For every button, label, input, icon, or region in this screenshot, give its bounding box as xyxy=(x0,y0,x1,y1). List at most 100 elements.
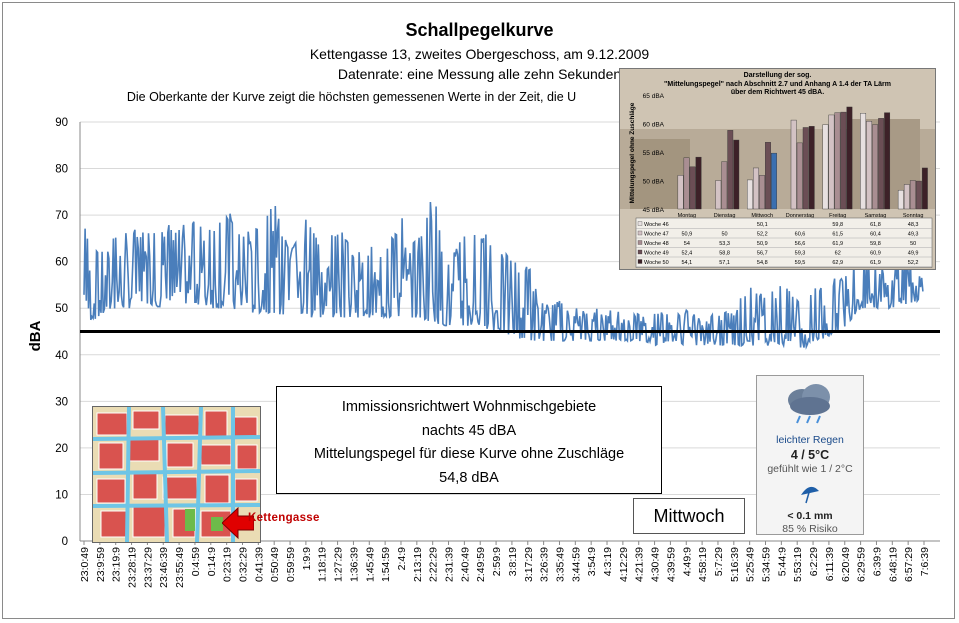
inset-bar xyxy=(790,119,797,210)
inset-legend-swatch xyxy=(637,259,643,264)
x-tick-label: 4:12:29 xyxy=(618,547,630,582)
x-tick-label: 6:57:29 xyxy=(903,547,915,582)
inset-bar xyxy=(921,167,928,210)
inset-bar xyxy=(915,180,922,210)
umbrella-icon xyxy=(801,486,819,504)
x-tick-label: 4:49:9 xyxy=(681,547,693,576)
x-tick-label: 5:44:9 xyxy=(776,547,788,576)
x-tick-label: 7:6:39 xyxy=(919,547,931,576)
inset-cell-value: 59,8 xyxy=(870,241,881,247)
inset-cell-value: 54 xyxy=(684,241,690,247)
x-tick-label: 1:36:39 xyxy=(348,547,360,582)
inset-bar xyxy=(733,139,740,210)
x-tick-label: 2:13:19 xyxy=(412,547,424,582)
info-box: Immissionsrichtwert Wohnmischgebiete nac… xyxy=(276,386,662,494)
inset-cell-value: 58,8 xyxy=(719,251,730,257)
inset-bar xyxy=(802,127,809,210)
inset-bar xyxy=(721,161,728,210)
inset-cell-value: 50,1 xyxy=(757,222,768,228)
x-tick-label: 1:27:29 xyxy=(333,547,345,582)
x-tick-label: 1:54:59 xyxy=(380,547,392,582)
x-tick-label: 1:45:49 xyxy=(364,547,376,582)
inset-day-label: Donnerstag xyxy=(786,213,814,219)
x-tick-label: 6:48:19 xyxy=(887,547,899,582)
x-tick-label: 5:7:29 xyxy=(713,547,725,576)
x-tick-label: 4:3:19 xyxy=(602,547,614,576)
x-tick-label: 1:18:19 xyxy=(317,547,329,582)
x-tick-label: 5:34:59 xyxy=(761,547,773,582)
x-tick-label: 23:0:49 xyxy=(79,547,91,582)
x-tick-label: 6:11:39 xyxy=(824,547,836,581)
inset-bar xyxy=(759,175,765,210)
inset-cell-value: 52,4 xyxy=(681,251,692,257)
x-tick-label: 23:9:59 xyxy=(95,547,107,582)
x-tick-label: 4:39:59 xyxy=(665,547,677,582)
inset-cell-value: 61,8 xyxy=(870,222,881,228)
x-tick-label: 2:40:49 xyxy=(459,547,471,582)
rain-cloud-icon xyxy=(788,384,830,424)
inset-cell-value: 59,3 xyxy=(795,251,806,257)
inset-cell-value: 50,9 xyxy=(681,232,692,238)
chart-note: Die Oberkante der Kurve zeigt die höchst… xyxy=(126,90,577,104)
inset-cell-value: 50,9 xyxy=(757,241,768,247)
inset-day-label: Sonntag xyxy=(903,213,924,219)
y-tick-label: 30 xyxy=(55,396,68,408)
inset-title-line-3: über dem Richtwert 45 dBA. xyxy=(730,89,825,96)
x-tick-label: 23:55:49 xyxy=(174,547,186,588)
x-tick-label: 4:58:19 xyxy=(697,547,709,582)
weather-rain-risk: 85 % Risiko xyxy=(782,523,838,535)
inset-cell-value: 62,9 xyxy=(832,260,843,266)
x-tick-label: 2:22:29 xyxy=(428,547,440,582)
chart-subtitle-location: Kettengasse 13, zweites Obergeschoss, am… xyxy=(309,46,650,62)
inset-cell-value: 54,8 xyxy=(757,260,768,266)
x-tick-label: 23:46:39 xyxy=(158,547,170,588)
weather-feels-like: gefühlt wie 1 / 2°C xyxy=(767,463,853,475)
x-tick-label: 2:4:9 xyxy=(396,547,408,571)
inset-week-label: Woche 46 xyxy=(644,222,669,228)
x-tick-label: 0:32:29 xyxy=(237,547,249,582)
inset-bar xyxy=(909,180,916,210)
x-tick-label: 2:59:9 xyxy=(491,547,503,576)
x-tick-label: 3:44:59 xyxy=(570,547,582,582)
x-tick-label: 5:16:39 xyxy=(729,547,741,582)
y-tick-label: 90 xyxy=(55,117,68,129)
weather-condition: leichter Regen xyxy=(776,434,844,446)
inset-bar xyxy=(715,180,722,210)
inset-cell-value: 49,3 xyxy=(908,232,919,238)
x-tick-label: 0:50:49 xyxy=(269,547,281,582)
inset-cell-value: 52,2 xyxy=(757,232,768,238)
inset-bar xyxy=(897,189,904,210)
inset-cell-value: 50 xyxy=(910,241,916,247)
inset-day-label: Montag xyxy=(678,213,696,219)
inset-bar xyxy=(866,121,873,210)
series-line xyxy=(83,201,924,350)
x-tick-label: 3:17:29 xyxy=(523,547,535,582)
y-tick-label: 70 xyxy=(55,210,68,222)
inset-bar xyxy=(695,156,702,210)
y-tick-label: 60 xyxy=(55,257,68,269)
inset-cell-value: 52,2 xyxy=(908,260,919,266)
inset-cell-value: 57,1 xyxy=(719,260,730,266)
x-tick-label: 3:26:39 xyxy=(539,547,551,582)
chart-subtitle-datarate: Datenrate: eine Messung alle zehn Sekund… xyxy=(337,66,622,82)
info-line-4: 54,8 dBA xyxy=(439,469,499,486)
x-tick-label: 3:54:9 xyxy=(586,547,598,576)
weather-rain-amount: < 0.1 mm xyxy=(787,510,833,522)
y-tick-label: 80 xyxy=(55,164,68,176)
inset-bar xyxy=(860,113,867,210)
inset-bar xyxy=(903,184,910,210)
x-tick-label: 2:49:59 xyxy=(475,547,487,582)
weekday-label: Mittwoch xyxy=(633,498,745,534)
inset-cell-value: 50 xyxy=(722,232,728,238)
weather-widget: leichter Regen 4 / 5°C gefühlt wie 1 / 2… xyxy=(756,375,864,535)
y-tick-label: 50 xyxy=(55,303,68,315)
inset-cell-value: 61,9 xyxy=(870,260,881,266)
x-tick-label: 23:37:29 xyxy=(142,547,154,588)
x-axis: 23:0:49 23:9:59 23:19:9 23:28:19 23:37:29 23:… xyxy=(79,541,931,588)
inset-cell-value: 53,3 xyxy=(719,241,730,247)
inset-week-label: Woche 50 xyxy=(644,260,669,266)
inset-bar xyxy=(884,112,891,210)
chart-title: Schallpegelkurve xyxy=(405,20,554,40)
inset-y-label: Mittelungspegel ohne Zuschläge xyxy=(629,102,636,203)
inset-bar xyxy=(765,142,771,210)
